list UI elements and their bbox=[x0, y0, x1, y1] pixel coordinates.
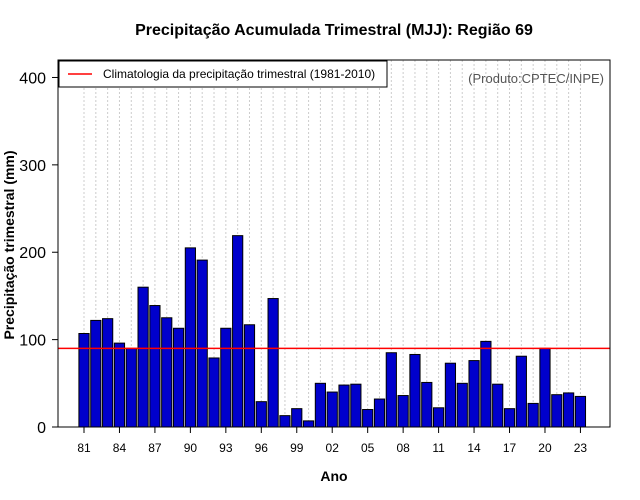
legend: Climatologia da precipitação trimestral … bbox=[58, 60, 388, 88]
bar-2018 bbox=[515, 355, 527, 428]
y-tick-label: 400 bbox=[19, 70, 46, 87]
x-tick-label: 11 bbox=[432, 441, 445, 455]
x-axis: 81 84 87 90 93 96 99 02 05 08 11 14 17 20 23 bbox=[77, 426, 588, 455]
legend-label: Climatologia da precipitação trimestral … bbox=[103, 67, 375, 81]
bar-2000 bbox=[302, 420, 315, 428]
bar-2014 bbox=[468, 360, 480, 428]
bar-2004 bbox=[350, 383, 362, 428]
x-tick-label: 96 bbox=[255, 441, 269, 455]
bar-2017 bbox=[503, 408, 516, 428]
bar-2012 bbox=[444, 362, 457, 428]
bar-1984 bbox=[113, 342, 126, 428]
x-tick-label: 23 bbox=[574, 441, 588, 455]
x-tick-label: 08 bbox=[396, 441, 410, 455]
y-axis: 0 100 200 300 400 bbox=[19, 70, 58, 437]
bar-2003 bbox=[338, 384, 350, 428]
bar-2001 bbox=[314, 382, 326, 428]
bar-2022 bbox=[563, 392, 575, 428]
bar-2019 bbox=[527, 402, 539, 428]
x-tick-label: 93 bbox=[219, 441, 233, 455]
x-tick-label: 02 bbox=[326, 441, 340, 455]
bar-1998 bbox=[279, 415, 291, 428]
bars bbox=[78, 235, 587, 428]
y-tick-label: 300 bbox=[19, 158, 46, 175]
x-tick-label: 17 bbox=[503, 441, 517, 455]
bar-2016 bbox=[492, 383, 504, 428]
y-tick-label: 100 bbox=[19, 333, 46, 350]
x-tick-label: 87 bbox=[148, 441, 162, 455]
bar-1996 bbox=[255, 401, 267, 428]
bar-2006 bbox=[373, 398, 386, 428]
grid-lines bbox=[83, 60, 581, 427]
bar-2010 bbox=[421, 381, 433, 428]
x-tick-label: 05 bbox=[361, 441, 375, 455]
bar-1982 bbox=[90, 319, 102, 428]
credit-text: (Produto:CPTEC/INPE) bbox=[468, 71, 604, 86]
x-axis-label: Ano bbox=[320, 468, 347, 484]
x-tick-label: 14 bbox=[467, 441, 481, 455]
bar-2015 bbox=[480, 340, 492, 428]
bar-2021 bbox=[551, 394, 563, 428]
bar-2020 bbox=[539, 347, 551, 428]
bar-1995 bbox=[243, 324, 256, 428]
x-tick-label: 84 bbox=[113, 441, 127, 455]
bar-2002 bbox=[326, 391, 338, 428]
bar-1987 bbox=[149, 305, 161, 428]
bar-2013 bbox=[456, 382, 468, 428]
y-axis-label: Precipitação trimestral (mm) bbox=[1, 150, 17, 339]
bar-2008 bbox=[397, 395, 409, 428]
y-tick-label: 0 bbox=[37, 420, 46, 437]
x-tick-label: 81 bbox=[77, 441, 91, 455]
bar-2005 bbox=[362, 409, 374, 428]
x-tick-label: 90 bbox=[184, 441, 198, 455]
bar-1981 bbox=[78, 333, 90, 428]
chart-title: Precipitação Acumulada Trimestral (MJJ):… bbox=[135, 22, 533, 39]
bar-1993 bbox=[220, 327, 232, 428]
bar-2009 bbox=[409, 353, 421, 428]
x-tick-label: 99 bbox=[290, 441, 304, 455]
bar-1999 bbox=[291, 408, 303, 428]
x-tick-label: 20 bbox=[538, 441, 552, 455]
bar-1988 bbox=[161, 317, 173, 428]
bar-1994 bbox=[232, 235, 244, 428]
bar-1991 bbox=[196, 259, 208, 428]
bar-1985 bbox=[125, 347, 137, 428]
bar-1992 bbox=[208, 357, 220, 428]
bar-1989 bbox=[172, 327, 185, 428]
bar-2007 bbox=[385, 352, 397, 428]
bar-1990 bbox=[184, 247, 196, 428]
bar-2011 bbox=[433, 407, 445, 428]
y-tick-label: 200 bbox=[19, 245, 46, 262]
bar-1997 bbox=[267, 298, 279, 428]
bar-2023 bbox=[574, 395, 587, 428]
bar-1986 bbox=[137, 286, 149, 428]
bar-1983 bbox=[102, 318, 114, 428]
legend-box bbox=[58, 60, 388, 88]
